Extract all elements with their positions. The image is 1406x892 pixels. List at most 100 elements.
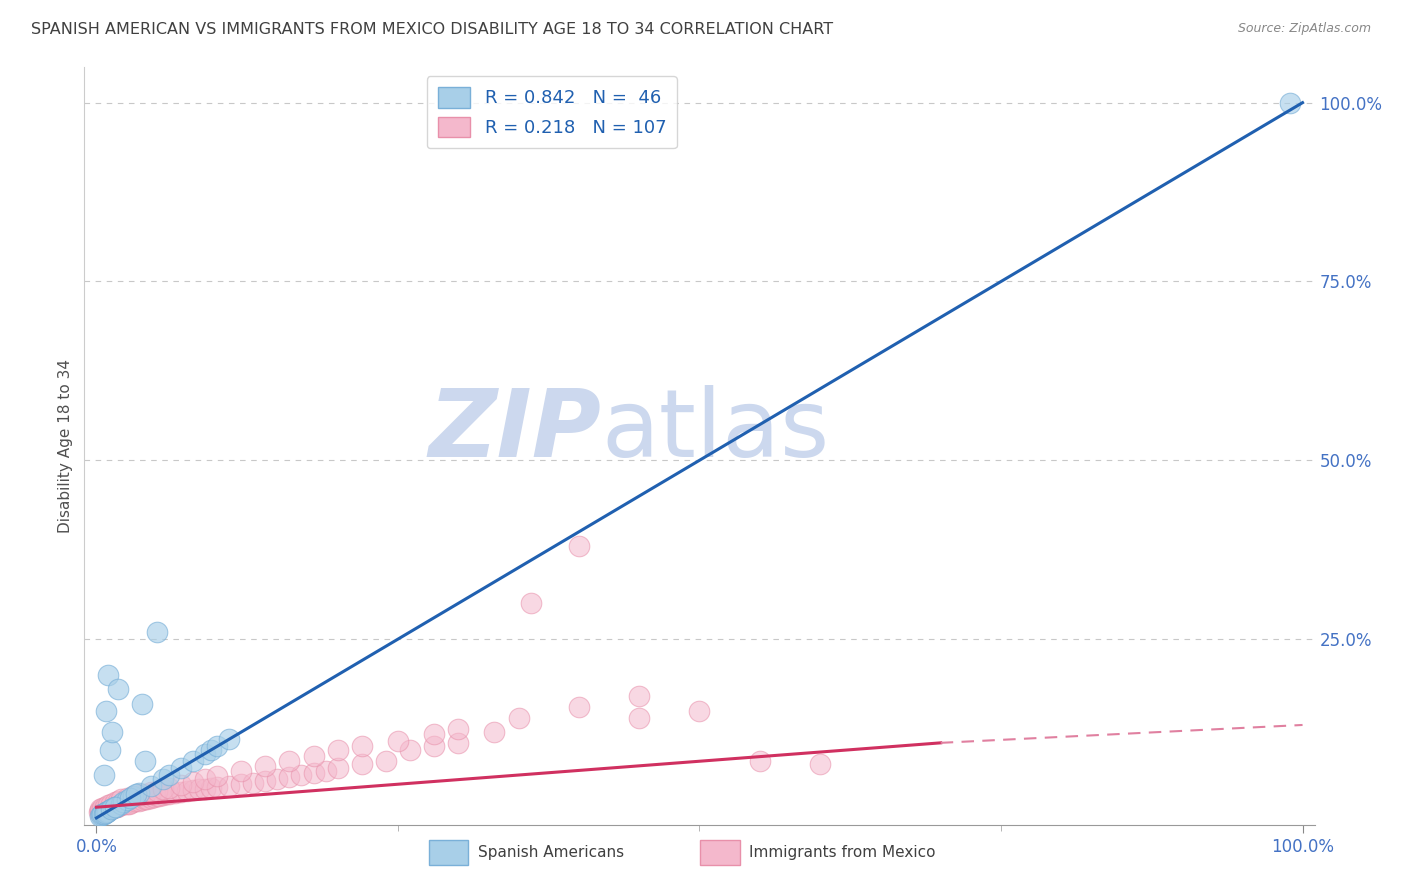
Y-axis label: Disability Age 18 to 34: Disability Age 18 to 34 bbox=[58, 359, 73, 533]
Point bbox=[120, 796, 142, 810]
Point bbox=[278, 755, 301, 769]
Point bbox=[97, 804, 120, 818]
Point bbox=[110, 792, 132, 806]
Point bbox=[218, 779, 240, 793]
Point bbox=[97, 802, 120, 816]
Point bbox=[90, 808, 112, 822]
Point bbox=[91, 804, 114, 818]
Point bbox=[107, 798, 129, 813]
Point bbox=[628, 711, 651, 725]
Point bbox=[176, 784, 198, 798]
Point bbox=[205, 780, 228, 795]
Point bbox=[423, 739, 446, 754]
Point bbox=[94, 805, 117, 820]
Point bbox=[98, 743, 121, 757]
Point bbox=[107, 794, 129, 808]
Point bbox=[103, 800, 125, 814]
Point bbox=[89, 802, 111, 816]
Point bbox=[205, 739, 228, 754]
Text: atlas: atlas bbox=[602, 384, 830, 477]
Point bbox=[100, 802, 122, 816]
Point bbox=[1279, 95, 1302, 110]
Point bbox=[94, 805, 117, 820]
Point bbox=[103, 800, 125, 814]
Point bbox=[170, 785, 193, 799]
Point bbox=[101, 725, 124, 739]
Point bbox=[139, 779, 162, 793]
Point bbox=[194, 781, 217, 796]
Point bbox=[170, 761, 193, 775]
Point bbox=[131, 793, 153, 807]
Point bbox=[187, 782, 209, 797]
Point bbox=[200, 780, 222, 795]
Point bbox=[302, 765, 325, 780]
Point bbox=[112, 797, 135, 812]
Point bbox=[131, 697, 153, 711]
Point bbox=[155, 788, 177, 802]
Point bbox=[628, 690, 651, 704]
Point bbox=[98, 801, 121, 815]
Point bbox=[302, 748, 325, 763]
Point bbox=[111, 795, 134, 809]
Point bbox=[100, 797, 122, 811]
Point bbox=[103, 795, 125, 809]
Point bbox=[121, 789, 143, 804]
Point bbox=[689, 704, 711, 718]
Point bbox=[94, 799, 117, 814]
Point bbox=[115, 791, 138, 805]
Point bbox=[103, 801, 125, 815]
Point bbox=[93, 802, 115, 816]
Point bbox=[128, 786, 150, 800]
Point bbox=[326, 761, 349, 775]
Point bbox=[120, 791, 142, 805]
Point bbox=[194, 772, 217, 787]
Point bbox=[110, 797, 132, 811]
Point bbox=[152, 772, 174, 786]
Text: SPANISH AMERICAN VS IMMIGRANTS FROM MEXICO DISABILITY AGE 18 TO 34 CORRELATION C: SPANISH AMERICAN VS IMMIGRANTS FROM MEXI… bbox=[31, 22, 834, 37]
Point bbox=[157, 768, 180, 782]
Point bbox=[278, 770, 301, 784]
Point bbox=[93, 806, 115, 821]
Point bbox=[181, 783, 204, 797]
Point bbox=[326, 743, 349, 757]
Point bbox=[136, 791, 159, 805]
Point bbox=[100, 802, 122, 816]
Point bbox=[104, 799, 127, 814]
Point bbox=[115, 797, 138, 811]
Point bbox=[568, 539, 591, 553]
Point bbox=[134, 792, 156, 806]
Point bbox=[231, 777, 253, 791]
Point bbox=[94, 802, 117, 816]
Point bbox=[121, 789, 143, 804]
Point bbox=[181, 775, 204, 789]
Point bbox=[93, 806, 115, 821]
Point bbox=[143, 790, 166, 805]
Point bbox=[152, 782, 174, 797]
Point bbox=[374, 754, 396, 768]
Point bbox=[97, 798, 120, 813]
Point bbox=[508, 711, 530, 725]
Point bbox=[134, 754, 156, 768]
Text: Source: ZipAtlas.com: Source: ZipAtlas.com bbox=[1237, 22, 1371, 36]
Point bbox=[148, 789, 170, 803]
Point bbox=[100, 802, 122, 816]
Point bbox=[484, 725, 506, 739]
Point bbox=[447, 736, 470, 750]
Point bbox=[118, 797, 141, 811]
Point bbox=[87, 805, 110, 820]
Point bbox=[94, 704, 117, 718]
Point bbox=[90, 805, 112, 819]
Point bbox=[105, 799, 128, 814]
Point bbox=[447, 722, 470, 736]
Point bbox=[748, 754, 770, 768]
Point bbox=[128, 794, 150, 808]
Point bbox=[110, 798, 132, 813]
Point bbox=[568, 700, 591, 714]
Point bbox=[96, 805, 118, 819]
Point bbox=[181, 754, 204, 768]
Point bbox=[157, 780, 180, 795]
Point bbox=[104, 800, 127, 814]
Point bbox=[94, 802, 117, 816]
Point bbox=[254, 773, 277, 788]
Point bbox=[101, 800, 124, 814]
